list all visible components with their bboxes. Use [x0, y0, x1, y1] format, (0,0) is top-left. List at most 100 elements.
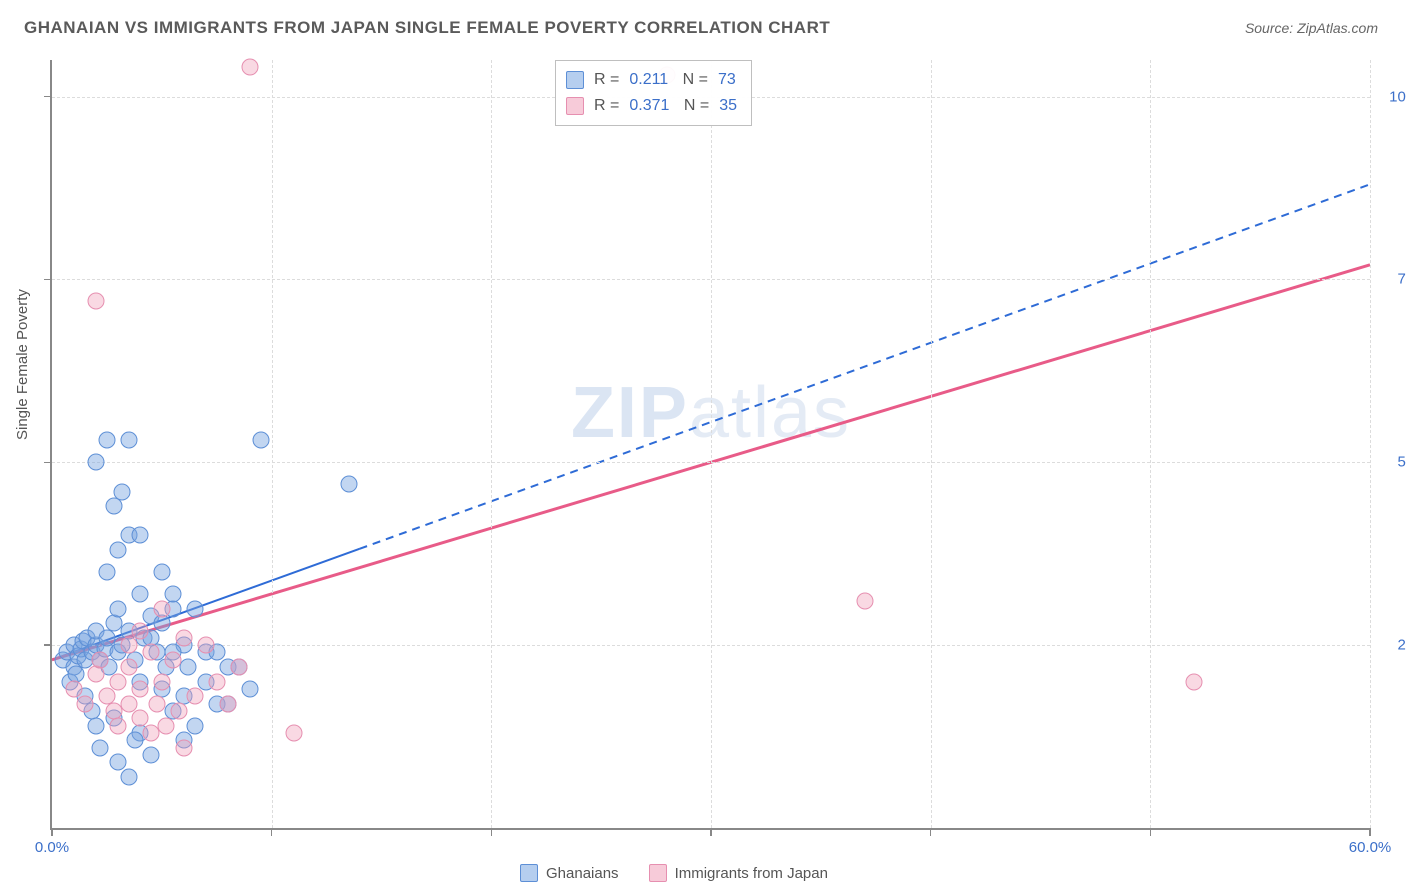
data-point — [208, 673, 225, 690]
data-point — [180, 659, 197, 676]
y-tick-mark — [44, 644, 52, 646]
data-point — [114, 483, 131, 500]
gridline-vertical — [491, 60, 492, 828]
data-point — [153, 673, 170, 690]
data-point — [856, 593, 873, 610]
data-point — [175, 629, 192, 646]
x-tick-mark — [1369, 828, 1371, 836]
data-point — [120, 432, 137, 449]
data-point — [120, 659, 137, 676]
data-point — [127, 732, 144, 749]
data-point — [186, 717, 203, 734]
y-tick-label: 100.0% — [1380, 88, 1406, 105]
data-point — [87, 454, 104, 471]
x-tick-mark — [271, 828, 273, 836]
y-tick-mark — [44, 279, 52, 281]
scatter-chart: ZIPatlas 25.0%50.0%75.0%100.0%0.0%60.0% — [50, 60, 1370, 830]
data-point — [142, 724, 159, 741]
stat-value-n-2: 35 — [719, 93, 737, 119]
y-tick-label: 50.0% — [1380, 454, 1406, 471]
data-point — [98, 432, 115, 449]
legend-item-ghanaians: Ghanaians — [520, 864, 619, 882]
y-tick-mark — [44, 462, 52, 464]
source-attribution: Source: ZipAtlas.com — [1245, 20, 1378, 36]
x-tick-mark — [51, 828, 53, 836]
stats-row-ghanaians: R = 0.211 N = 73 — [566, 67, 737, 93]
data-point — [197, 637, 214, 654]
gridline-vertical — [1370, 60, 1371, 828]
gridline-vertical — [931, 60, 932, 828]
data-point — [149, 695, 166, 712]
stat-label-r: R = — [594, 93, 619, 119]
data-point — [153, 615, 170, 632]
data-point — [131, 622, 148, 639]
x-tick-mark — [930, 828, 932, 836]
data-point — [241, 59, 258, 76]
data-point — [153, 600, 170, 617]
swatch-blue — [520, 864, 538, 882]
data-point — [175, 739, 192, 756]
x-tick-mark — [710, 828, 712, 836]
data-point — [219, 695, 236, 712]
data-point — [109, 717, 126, 734]
data-point — [76, 695, 93, 712]
data-point — [186, 600, 203, 617]
gridline-vertical — [1150, 60, 1151, 828]
stat-label-n: N = — [678, 67, 708, 93]
data-point — [131, 710, 148, 727]
data-point — [131, 585, 148, 602]
legend-label: Immigrants from Japan — [675, 865, 828, 882]
stat-value-r-2: 0.371 — [629, 93, 669, 119]
gridline-vertical — [711, 60, 712, 828]
legend-label: Ghanaians — [546, 865, 619, 882]
swatch-pink — [566, 97, 584, 115]
data-point — [109, 542, 126, 559]
data-point — [164, 651, 181, 668]
data-point — [87, 717, 104, 734]
y-axis-title: Single Female Poverty — [14, 289, 31, 440]
data-point — [120, 768, 137, 785]
data-point — [153, 564, 170, 581]
data-point — [87, 666, 104, 683]
data-point — [131, 681, 148, 698]
watermark-rest: atlas — [689, 373, 851, 453]
swatch-blue — [566, 71, 584, 89]
data-point — [241, 681, 258, 698]
data-point — [131, 527, 148, 544]
series-legend: Ghanaians Immigrants from Japan — [520, 864, 828, 882]
stat-label-n: N = — [679, 93, 709, 119]
swatch-pink — [649, 864, 667, 882]
correlation-stats-legend: R = 0.211 N = 73 R = 0.371 N = 35 — [555, 60, 752, 126]
data-point — [186, 688, 203, 705]
legend-item-japan: Immigrants from Japan — [649, 864, 828, 882]
data-point — [120, 695, 137, 712]
x-tick-label: 60.0% — [1349, 839, 1392, 856]
x-tick-mark — [491, 828, 493, 836]
data-point — [87, 293, 104, 310]
stat-value-r-1: 0.211 — [629, 67, 668, 93]
y-tick-mark — [44, 96, 52, 98]
data-point — [92, 651, 109, 668]
data-point — [105, 498, 122, 515]
data-point — [142, 746, 159, 763]
data-point — [285, 724, 302, 741]
data-point — [340, 476, 357, 493]
data-point — [1186, 673, 1203, 690]
x-tick-mark — [1150, 828, 1152, 836]
watermark-bold: ZIP — [571, 373, 689, 453]
chart-title: GHANAIAN VS IMMIGRANTS FROM JAPAN SINGLE… — [24, 18, 830, 38]
stats-row-japan: R = 0.371 N = 35 — [566, 93, 737, 119]
data-point — [142, 644, 159, 661]
x-tick-label: 0.0% — [35, 839, 69, 856]
stat-label-r: R = — [594, 67, 619, 93]
data-point — [171, 702, 188, 719]
data-point — [65, 681, 82, 698]
data-point — [120, 637, 137, 654]
y-tick-label: 75.0% — [1380, 271, 1406, 288]
data-point — [109, 673, 126, 690]
data-point — [109, 600, 126, 617]
data-point — [109, 754, 126, 771]
data-point — [252, 432, 269, 449]
data-point — [98, 564, 115, 581]
gridline-vertical — [272, 60, 273, 828]
